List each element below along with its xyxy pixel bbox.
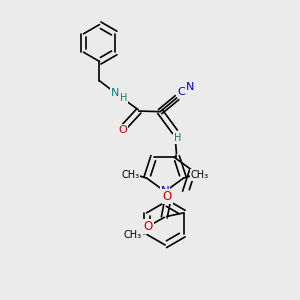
Text: N: N: [111, 88, 119, 98]
Text: CH₃: CH₃: [191, 170, 209, 180]
Text: O: O: [163, 190, 172, 203]
Text: H: H: [174, 134, 181, 143]
Text: N: N: [161, 185, 170, 198]
Text: H: H: [120, 93, 127, 103]
Text: CH₃: CH₃: [121, 170, 140, 180]
Text: O: O: [143, 220, 153, 233]
Text: CH₃: CH₃: [123, 230, 142, 240]
Text: O: O: [118, 125, 127, 135]
Text: N: N: [186, 82, 194, 92]
Text: C: C: [178, 87, 185, 97]
